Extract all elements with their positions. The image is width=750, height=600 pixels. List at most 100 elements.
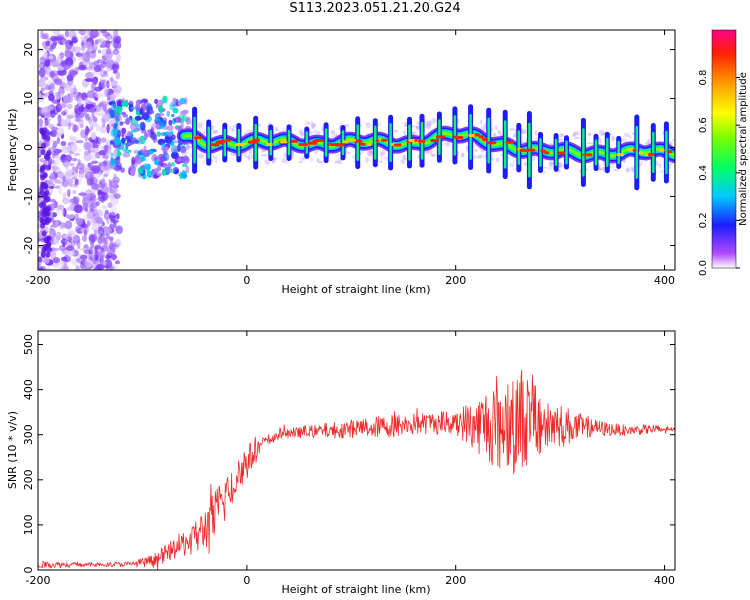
spectrogram-cell bbox=[114, 260, 121, 265]
spectrogram-cell bbox=[40, 251, 46, 258]
spectrogram-cell bbox=[97, 189, 102, 196]
spectrogram-cell bbox=[80, 129, 87, 139]
spectrogram-cell bbox=[62, 61, 71, 70]
spectrogram-cell bbox=[141, 98, 148, 103]
spectrogram-cell bbox=[78, 173, 85, 179]
spectrogram-cell bbox=[154, 160, 160, 165]
spectrogram-cell bbox=[162, 152, 170, 161]
spectrogram-cell bbox=[167, 132, 172, 137]
x-tick-label: 0 bbox=[243, 274, 250, 287]
spectrogram-cell bbox=[84, 41, 93, 49]
spectrogram-cell bbox=[106, 248, 110, 254]
y-tick-label: 0 bbox=[22, 567, 35, 574]
spectrogram-cell bbox=[99, 70, 107, 78]
spectrogram-spike-core bbox=[207, 126, 210, 159]
spectrogram-cell bbox=[66, 176, 75, 184]
spectrogram-cell bbox=[110, 219, 119, 224]
spectrogram-cell bbox=[92, 116, 98, 123]
spectrogram-cell bbox=[44, 189, 50, 196]
spectrogram-cell bbox=[298, 161, 303, 164]
spectrogram-cell bbox=[416, 121, 421, 125]
spectrogram-cell bbox=[133, 149, 139, 154]
spectrogram-cell bbox=[56, 127, 65, 136]
spectrogram-cell bbox=[174, 169, 180, 173]
spectrogram-cell bbox=[93, 60, 100, 66]
spectrogram-cell bbox=[380, 154, 383, 161]
spectrogram-cell bbox=[93, 183, 100, 191]
spectrogram-cell bbox=[62, 175, 66, 182]
spectrogram-cell bbox=[640, 161, 644, 166]
spectrogram-cell bbox=[329, 130, 335, 135]
spectrogram-cell bbox=[103, 261, 107, 266]
spectrogram-cell bbox=[112, 64, 119, 69]
spectrogram-cell bbox=[186, 143, 189, 146]
spectrogram-peak bbox=[659, 148, 665, 152]
spectrogram-cell bbox=[88, 166, 97, 171]
spectrogram-cell bbox=[84, 259, 94, 268]
spectrogram-cell bbox=[95, 219, 104, 224]
spectrogram-peak bbox=[393, 143, 401, 147]
spectrogram-peak bbox=[638, 151, 644, 155]
spectrogram-cell bbox=[38, 267, 44, 270]
spectrogram-spike-core bbox=[487, 117, 490, 164]
spectrogram-spike-core bbox=[554, 138, 558, 167]
spectrogram-cell bbox=[114, 123, 118, 129]
spectrogram-cell bbox=[143, 131, 148, 141]
spectrogram-cell bbox=[474, 149, 478, 152]
spectrogram-cell bbox=[105, 40, 111, 49]
spectrogram-cell bbox=[64, 154, 72, 163]
spectrogram-cell bbox=[52, 161, 58, 166]
spectrogram-cell bbox=[133, 139, 140, 144]
spectrogram-cell bbox=[63, 94, 70, 104]
spectrogram-cell bbox=[64, 160, 70, 169]
spectrogram-cell bbox=[71, 44, 76, 53]
spectrogram-cell bbox=[57, 114, 62, 124]
spectrogram-cell bbox=[88, 249, 94, 254]
spectrogram-cell bbox=[141, 156, 146, 162]
spectrogram-cell bbox=[304, 121, 310, 126]
spectrogram-cell bbox=[100, 73, 110, 77]
spectrogram-spike-core bbox=[665, 130, 668, 175]
spectrogram-cell bbox=[46, 179, 55, 185]
spectrogram-cell bbox=[162, 117, 168, 124]
spectrogram-cell bbox=[311, 123, 316, 129]
spectrogram-cell bbox=[232, 127, 235, 133]
spectrogram-cell bbox=[59, 53, 65, 60]
spectrogram-peak bbox=[453, 135, 457, 139]
spectrogram-peak bbox=[225, 138, 232, 142]
spectrogram-cell bbox=[125, 135, 130, 140]
spectrogram-cell bbox=[166, 110, 171, 117]
spectrogram-cell bbox=[114, 37, 120, 44]
spectrogram-cell bbox=[110, 205, 118, 216]
spectrogram-cell bbox=[113, 30, 119, 39]
spectrogram-cell bbox=[43, 51, 48, 58]
spectrogram-cell bbox=[44, 44, 52, 51]
spectrogram-cell bbox=[48, 55, 54, 60]
spectrogram-cell bbox=[495, 157, 500, 163]
spectrogram-cell bbox=[42, 172, 48, 179]
spectrogram-cell bbox=[624, 132, 630, 138]
spectrogram-cell bbox=[72, 124, 78, 133]
spectrogram-cell bbox=[247, 153, 254, 160]
spectrogram-peak bbox=[527, 148, 536, 152]
spectrogram-cell bbox=[521, 128, 527, 134]
spectrogram-cell bbox=[77, 159, 81, 165]
spectrogram-cell bbox=[47, 104, 56, 111]
spectrogram-cell bbox=[71, 36, 79, 44]
spectrogram-cell bbox=[72, 234, 81, 244]
spectrogram-cell bbox=[45, 134, 51, 141]
spectrogram-cell bbox=[78, 30, 87, 35]
spectrogram-peak bbox=[505, 140, 515, 144]
spectrogram-cell bbox=[49, 83, 55, 90]
spectrogram-cell bbox=[70, 136, 77, 142]
spectrogram-cell bbox=[139, 108, 144, 115]
spectrogram-cell bbox=[83, 152, 92, 162]
spectrogram-cell bbox=[115, 225, 123, 235]
spectrogram-cell bbox=[39, 217, 45, 224]
spectrogram-cell bbox=[172, 97, 177, 105]
spectrogram-cell bbox=[57, 66, 64, 72]
spectrogram-cell bbox=[114, 136, 121, 146]
spectrogram-ridge-band bbox=[182, 131, 675, 158]
spectrogram-peak bbox=[375, 139, 380, 143]
spectrogram-cell bbox=[97, 235, 103, 245]
